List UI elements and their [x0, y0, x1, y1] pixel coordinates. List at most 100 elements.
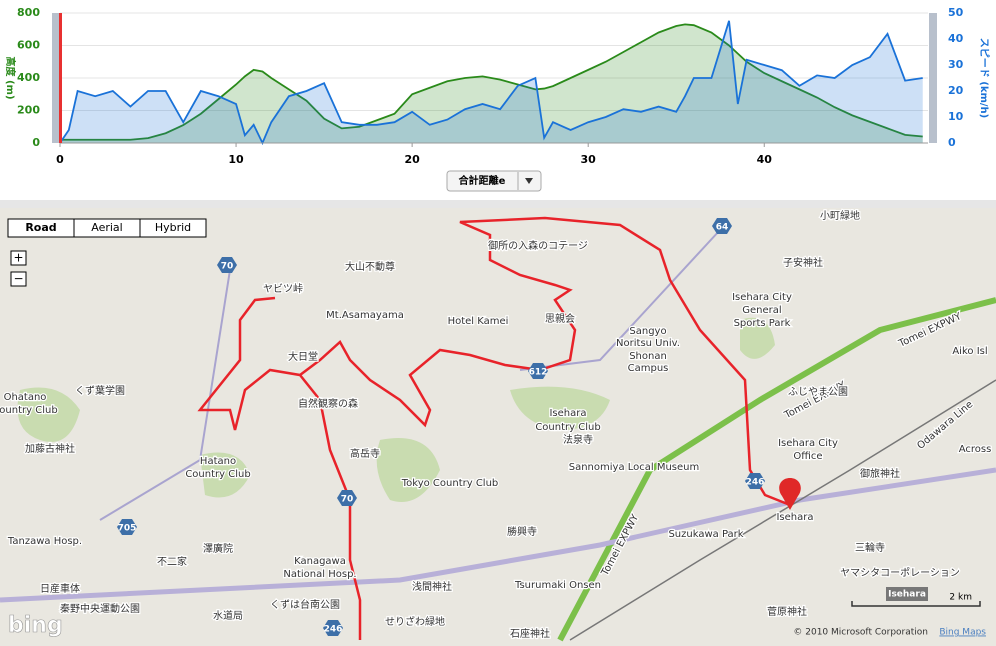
map-label: 加藤古神社: [25, 442, 75, 455]
park: [510, 386, 610, 430]
map-label: Kanagawa: [294, 556, 346, 567]
map-label: Isehara City: [732, 292, 792, 303]
main-road: [0, 467, 996, 603]
zoom-out-box[interactable]: [10, 271, 27, 287]
map-label: くずは台南公園: [270, 598, 340, 611]
y2-tick-label: 50: [948, 6, 964, 19]
map-bg: [0, 208, 996, 646]
parks: [17, 317, 775, 502]
map-label: Country Club: [535, 422, 600, 433]
y-axis-label: 高度 (m): [4, 56, 17, 99]
map-label: 秦野中央運動公園: [60, 602, 140, 615]
map-label: Campus: [628, 363, 669, 374]
area-fill: [60, 24, 923, 143]
map-label: Isehara: [549, 408, 586, 419]
bing-logo: bing: [8, 613, 63, 638]
x-tick-label: 0: [56, 153, 64, 166]
map-label: くず葉学園: [75, 384, 125, 397]
map-label: Office: [793, 451, 822, 462]
map-label: 菅原神社: [767, 605, 807, 618]
road: [99, 269, 231, 521]
roads: [0, 229, 996, 642]
map-label: Suzukawa Park: [668, 529, 743, 540]
shield: [117, 519, 137, 535]
y-tick-label: 800: [17, 6, 40, 19]
map-label: Isehara City: [778, 438, 838, 449]
railway: [569, 379, 996, 641]
shield: [528, 363, 548, 379]
map-label: 三輪寺: [855, 541, 885, 554]
y2-tick-label: 0: [948, 136, 956, 149]
map-label: 自然観察の森: [298, 397, 358, 410]
shield: [712, 218, 732, 234]
x-tick-label: 20: [404, 153, 420, 166]
map-label: 水道局: [213, 609, 243, 622]
map-label: Ohatano: [4, 392, 47, 403]
park: [740, 317, 775, 359]
map-label: Hatano: [200, 456, 236, 467]
series-line: [59, 20, 923, 146]
map-label: 不二家: [157, 555, 187, 568]
map-label: ヤマシタコーポレーション: [840, 567, 960, 579]
map-label: Noritsu Univ.: [616, 338, 680, 349]
view-button[interactable]: Hybrid: [155, 221, 191, 234]
map-label: 子安神社: [783, 256, 823, 269]
view-buttons: Road Aerial Hybrid: [7, 218, 207, 238]
area-fill: [60, 20, 923, 143]
y2-tick-label: 10: [948, 110, 964, 123]
zoom-in[interactable]: +: [13, 251, 23, 265]
map-label: National Hosp.: [283, 569, 356, 580]
park: [17, 387, 80, 442]
y2-axis-label: スピード (km/h): [978, 38, 990, 118]
map-label: 高岳寺: [350, 447, 380, 460]
shield-label: 70: [221, 262, 234, 272]
route-shields: 70 64 612 246 70 705 246: [117, 218, 765, 636]
zoom-out[interactable]: −: [13, 272, 23, 286]
map-label: 小町緑地: [820, 209, 860, 222]
map-label: 御所の入森のコテージ: [488, 239, 588, 252]
y-tick-label: 400: [17, 71, 40, 84]
x-tick-label: 40: [757, 153, 773, 166]
copyright: © 2010 Microsoft Corporation: [793, 628, 928, 638]
select-text[interactable]: 合計距離e: [458, 174, 506, 187]
bing-maps-link[interactable]: Bing Maps: [939, 628, 986, 638]
x-tick-label: 10: [228, 153, 244, 166]
location-pin: [779, 478, 801, 510]
y-tick-label: 200: [17, 104, 40, 117]
map-label: ふじやま公園: [788, 386, 848, 398]
map-label: 澤廣院: [203, 542, 233, 555]
select-arrow: [525, 178, 533, 184]
map-label: Sports Park: [734, 318, 791, 329]
map-label: ヤビツ峠: [263, 283, 303, 295]
splitter[interactable]: [0, 200, 996, 208]
zoom-in-box[interactable]: [10, 250, 27, 266]
map-label: 思親会: [545, 312, 575, 325]
view-button[interactable]: Aerial: [91, 221, 122, 234]
map-label: 法泉寺: [563, 433, 593, 446]
view-button[interactable]: Road: [25, 221, 56, 234]
shield-label: 246: [324, 625, 343, 635]
map-label: Mt.Asamayama: [326, 310, 404, 321]
map-label: Sannomiya Local Museum: [569, 462, 700, 473]
scale-location-bg: [886, 587, 928, 601]
right-axis-band: [929, 13, 937, 143]
x-select[interactable]: 合計距離e: [446, 170, 542, 192]
map-label: 御旅神社: [860, 467, 900, 480]
shield-label: 70: [341, 495, 354, 505]
map-label: 大山不動尊: [345, 260, 395, 273]
y2-tick-label: 40: [948, 32, 964, 45]
map-label: Across: [959, 444, 992, 455]
scale-bar: [851, 601, 981, 607]
scale-location: Isehara: [888, 590, 926, 600]
map-label: Isehara: [776, 512, 813, 523]
shield: [323, 620, 343, 636]
shield: [217, 257, 237, 273]
position-cursor: [59, 13, 62, 143]
y2-tick-label: 30: [948, 58, 964, 71]
map-label: せりざわ緑地: [385, 615, 445, 628]
map-label: 日産車体: [40, 582, 80, 595]
map-label: Hotel Kamei: [448, 316, 509, 327]
park: [376, 438, 440, 502]
